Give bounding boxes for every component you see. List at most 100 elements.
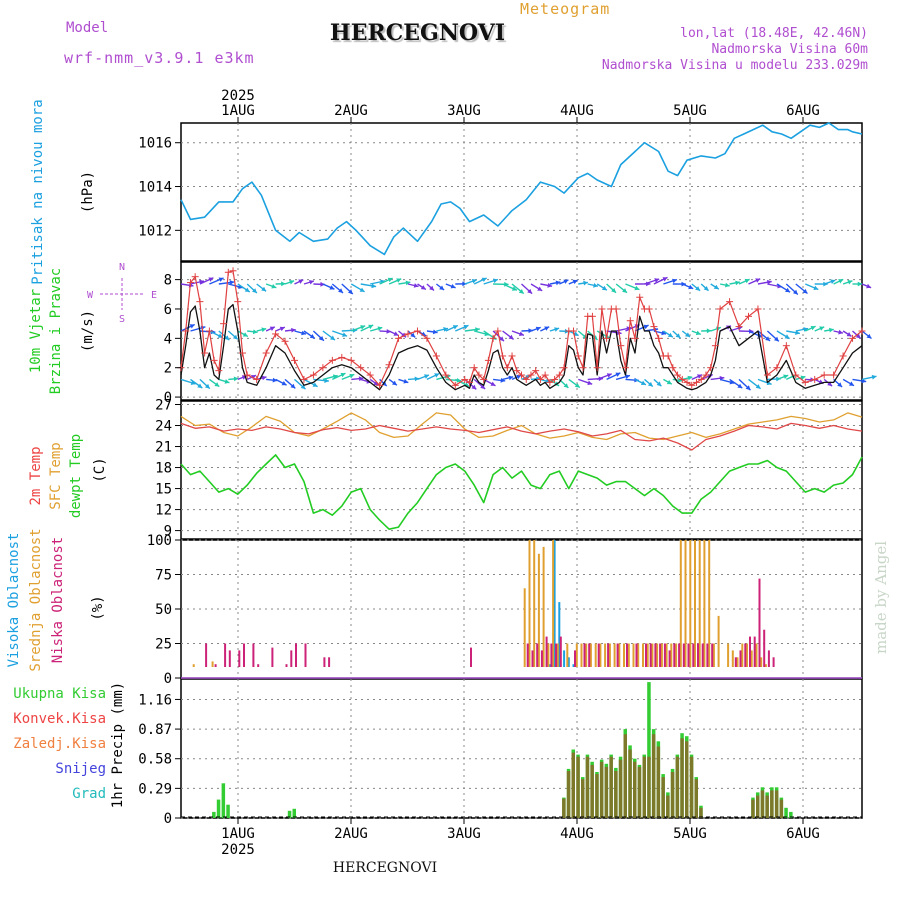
wind-arrowhead-r2-62 [480, 384, 486, 389]
precip-total-bar-3 [226, 804, 230, 818]
ylabel-temp-unit: (C) [92, 457, 108, 482]
cloud-bar-1-40 [689, 540, 692, 667]
wind-arrowhead-r2-116 [737, 383, 743, 389]
panel-frame-temperature [180, 400, 863, 540]
precip-conv-bar-22 [666, 795, 670, 818]
wind-arrowhead-r1-78 [554, 327, 560, 332]
legend-zaledj: Zaledj.Kisa [13, 736, 106, 752]
ytick-label-wind-3: 6 [164, 302, 172, 318]
wind-arrowhead-r0-44 [396, 278, 402, 283]
wind-arrowhead-r2-144 [871, 374, 877, 380]
wind-arrowhead-r0-128 [793, 289, 798, 295]
cloud-bar-2-15 [323, 657, 326, 667]
legend-konvek: Konvek.Kisa [13, 711, 106, 727]
day-label-bottom-2: 3AUG [447, 826, 481, 842]
wind-arrowhead-r1-70 [519, 331, 524, 336]
day-label-top-1: 2AUG [334, 103, 368, 119]
wind-arrowhead-r1-142 [855, 333, 861, 339]
cloud-bar-1-8 [528, 540, 531, 667]
wind-arrowhead-r0-84 [583, 280, 588, 286]
wind-arrowhead-r0-60 [471, 279, 477, 284]
wind-arrowhead-r0-102 [672, 278, 677, 284]
wind-arrowhead-r1-16 [261, 327, 267, 333]
ylabel-temp2m: 2m Temp [28, 446, 44, 505]
cloud-bar-1-33 [656, 643, 659, 667]
ytick-label-pressure-0: 1012 [138, 223, 172, 239]
ytick-label-pressure-2: 1016 [138, 136, 172, 152]
cloud-bar-2-61 [682, 643, 685, 667]
wind-arrowhead-r0-58 [462, 281, 467, 287]
wind-arrowhead-r0-54 [439, 285, 445, 290]
cloud-bar-2-63 [692, 643, 695, 667]
cloud-bar-2-70 [744, 643, 747, 667]
wind-arrowhead-r0-140 [847, 280, 853, 285]
wind-arrowhead-r1-20 [279, 326, 285, 332]
wind-arrowhead-r2-118 [745, 385, 751, 391]
precip-conv-bar-32 [760, 790, 765, 818]
cloud-bar-2-76 [772, 657, 775, 667]
wind-arrowhead-r1-60 [475, 327, 480, 332]
cloud-bar-2-12 [295, 643, 297, 667]
wind-arrowhead-r0-38 [371, 283, 377, 289]
ytick-label-clouds-4: 100 [147, 533, 172, 549]
wind-arrowhead-r0-8 [229, 280, 235, 285]
wind-arrowhead-r1-126 [784, 334, 790, 339]
marks [177, 122, 877, 819]
cloud-bar-2-60 [678, 643, 681, 667]
wind-arrowhead-r1-106 [685, 332, 690, 337]
cloud-bar-2-5 [238, 650, 241, 667]
cloud-bar-1-22 [604, 643, 607, 667]
ytick-label-wind-1: 2 [164, 361, 172, 377]
wind-arrowhead-r0-116 [735, 280, 740, 286]
cloud-bar-1-24 [613, 643, 616, 667]
cloud-bar-1-14 [556, 643, 559, 667]
precip-conv-bar-2 [571, 752, 575, 818]
wind-arrowhead-r0-90 [611, 287, 616, 293]
wind-arrowhead-r2-26 [312, 382, 318, 387]
model-name: wrf-nmm_v3.9.1 e3km [64, 49, 255, 67]
ytick-label-wind-2: 4 [164, 331, 172, 347]
wind-arrowhead-r0-36 [359, 287, 365, 292]
wind-arrowhead-r0-68 [511, 286, 517, 291]
precip-total-bar-24 [647, 682, 651, 818]
wind-arrowhead-r0-106 [688, 284, 694, 290]
wind-arrowhead-r2-84 [587, 380, 593, 385]
wind-arrowhead-r0-34 [348, 289, 353, 294]
wind-arrowhead-r0-132 [813, 285, 819, 290]
meteogram-label: Meteogram [520, 0, 611, 18]
precip-conv-bar-8 [599, 761, 604, 818]
precip-total-bar-53 [784, 807, 788, 818]
wind-arrowhead-r1-42 [386, 329, 391, 334]
precip-conv-bar-36 [779, 799, 784, 818]
precip-conv-bar-11 [614, 771, 618, 818]
cloud-bar-0-7 [567, 657, 570, 667]
wind-arrowhead-r1-104 [675, 333, 681, 338]
cloud-bar-2-71 [749, 636, 751, 667]
ytick-label-precip-2: 0.58 [138, 752, 172, 768]
cloud-bar-1-50 [741, 643, 744, 667]
cloud-bar-2-3 [224, 643, 227, 667]
cloud-bar-0-8 [572, 664, 575, 667]
wind-arrowhead-r1-24 [301, 330, 306, 336]
cloud-bar-1-43 [703, 540, 706, 667]
cloud-bar-1-26 [623, 643, 625, 667]
wind-arrowhead-r2-44 [392, 380, 397, 386]
wind-arrowhead-r0-138 [838, 279, 844, 284]
cloud-bar-2-53 [645, 643, 647, 667]
cloud-bar-1-12 [547, 643, 550, 667]
ytick-label-temperature-1: 12 [155, 503, 172, 519]
ylabel-wind-unit: (m/s) [80, 310, 96, 352]
axes: 1012101410160246891215182124270255075100… [6, 88, 820, 858]
wind-arrowhead-r1-138 [838, 329, 843, 335]
precip-conv-bar-7 [595, 774, 599, 818]
model-elevation-label: Nadmorska Visina u modelu 233.029m [601, 58, 868, 73]
precip-conv-bar-12 [618, 759, 623, 818]
cloud-bar-2-64 [697, 643, 699, 667]
wind-arrowhead-r0-82 [572, 279, 578, 285]
year-label-bottom: 2025 [221, 842, 255, 858]
pressure-line [180, 122, 863, 256]
precip-conv-bar-18 [647, 756, 651, 818]
wind-arrowhead-r2-16 [261, 375, 267, 381]
ylabel-cloud-high: Visoka Oblacnost [6, 533, 22, 668]
wind-arrowhead-r0-94 [634, 285, 640, 291]
